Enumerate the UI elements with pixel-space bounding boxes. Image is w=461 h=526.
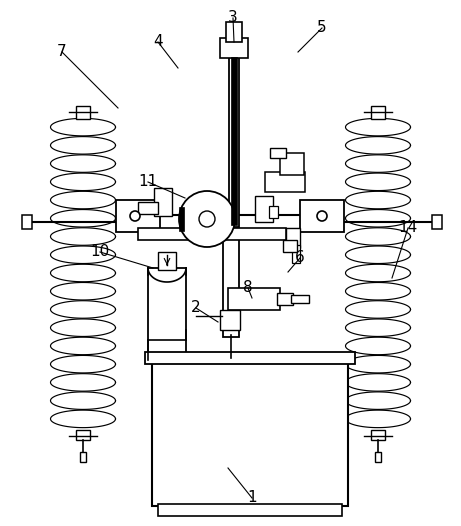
Bar <box>270 148 286 158</box>
Bar <box>138 202 158 214</box>
Bar <box>116 200 160 232</box>
Text: 10: 10 <box>90 245 110 259</box>
Circle shape <box>130 211 140 221</box>
Bar <box>269 206 278 218</box>
Bar <box>292 245 300 263</box>
Bar <box>228 288 280 310</box>
Bar <box>158 252 176 270</box>
Bar <box>371 106 385 119</box>
Text: 4: 4 <box>153 35 163 49</box>
Bar <box>122 215 340 229</box>
Bar <box>375 452 381 462</box>
Bar <box>220 38 248 58</box>
Bar <box>286 228 300 248</box>
Bar <box>255 196 273 222</box>
Bar <box>179 207 184 231</box>
Bar <box>223 229 239 337</box>
Text: 3: 3 <box>228 11 238 25</box>
Bar <box>291 295 309 303</box>
Bar <box>145 352 355 364</box>
Text: 7: 7 <box>57 45 67 59</box>
Text: 1: 1 <box>247 491 257 505</box>
Bar <box>265 172 305 192</box>
Text: 11: 11 <box>138 175 158 189</box>
Text: 2: 2 <box>191 300 201 316</box>
Bar <box>76 430 90 440</box>
Circle shape <box>199 211 215 227</box>
Bar <box>280 153 304 175</box>
Text: 6: 6 <box>295 250 305 266</box>
Bar <box>148 268 186 360</box>
Bar <box>22 215 32 229</box>
Text: 5: 5 <box>317 21 327 35</box>
Bar <box>118 215 128 229</box>
Bar <box>300 200 344 232</box>
Bar <box>229 55 239 227</box>
Bar <box>220 310 240 330</box>
Bar <box>432 215 442 229</box>
Bar <box>152 358 348 506</box>
Bar <box>158 504 342 516</box>
Bar <box>80 452 86 462</box>
Bar <box>76 106 90 119</box>
Bar <box>332 215 342 229</box>
Bar <box>283 240 297 252</box>
Bar <box>226 22 242 42</box>
Bar <box>371 430 385 440</box>
Bar <box>231 57 237 225</box>
Bar <box>277 293 293 305</box>
Bar <box>197 218 205 230</box>
Bar <box>154 188 172 216</box>
Text: 8: 8 <box>243 280 253 296</box>
Bar <box>138 228 286 240</box>
Text: 14: 14 <box>398 220 418 236</box>
Circle shape <box>179 191 235 247</box>
Circle shape <box>317 211 327 221</box>
